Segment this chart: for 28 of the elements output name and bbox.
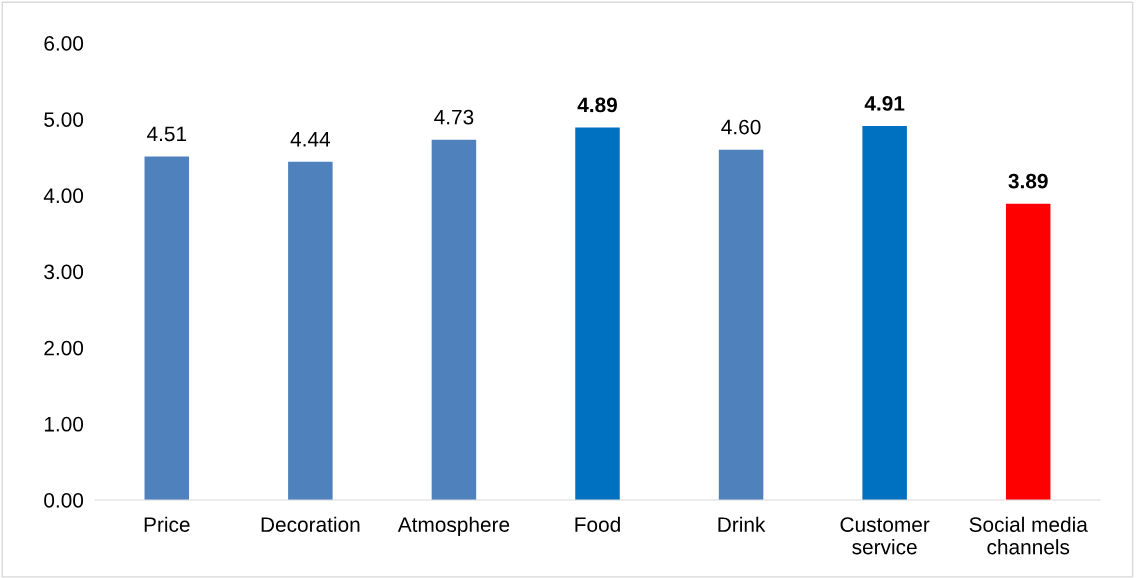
bar — [575, 127, 620, 500]
y-tick-label: 6.00 — [44, 36, 84, 51]
bar — [1005, 203, 1051, 500]
x-tick-label: Atmosphere — [397, 516, 510, 537]
y-tick-label: 5.00 — [44, 112, 84, 127]
bar — [144, 156, 190, 500]
data-label: 4.44 — [290, 132, 331, 147]
data-label: 4.51 — [146, 126, 187, 142]
data-label: 4.91 — [864, 96, 905, 111]
bar — [862, 126, 907, 500]
data-label: 3.89 — [1008, 173, 1048, 189]
y-tick-label: 4.00 — [43, 188, 84, 204]
data-label: 4.73 — [434, 109, 474, 125]
y-tick-label: 1.00 — [44, 416, 84, 432]
bar — [431, 139, 477, 500]
data-label: 4.89 — [577, 97, 617, 113]
bar — [288, 161, 333, 500]
y-tick-label: 0.00 — [44, 493, 84, 508]
y-tick-label: 3.00 — [44, 264, 84, 280]
x-tick-label: Drink — [718, 516, 766, 532]
x-tick-label: Food — [575, 516, 620, 532]
x-tick-label: Price — [144, 516, 190, 532]
x-tick-label: Decoration — [261, 516, 360, 532]
data-label: 4.60 — [721, 119, 761, 135]
y-tick-label: 2.00 — [44, 340, 84, 356]
x-tick-label: Social media channels — [969, 516, 1088, 555]
x-tick-label: Customer service — [840, 517, 930, 555]
bar — [718, 149, 764, 500]
